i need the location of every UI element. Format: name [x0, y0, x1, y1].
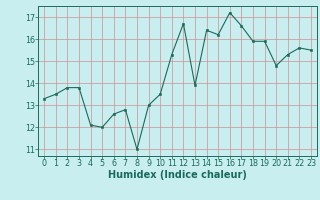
- X-axis label: Humidex (Indice chaleur): Humidex (Indice chaleur): [108, 170, 247, 180]
